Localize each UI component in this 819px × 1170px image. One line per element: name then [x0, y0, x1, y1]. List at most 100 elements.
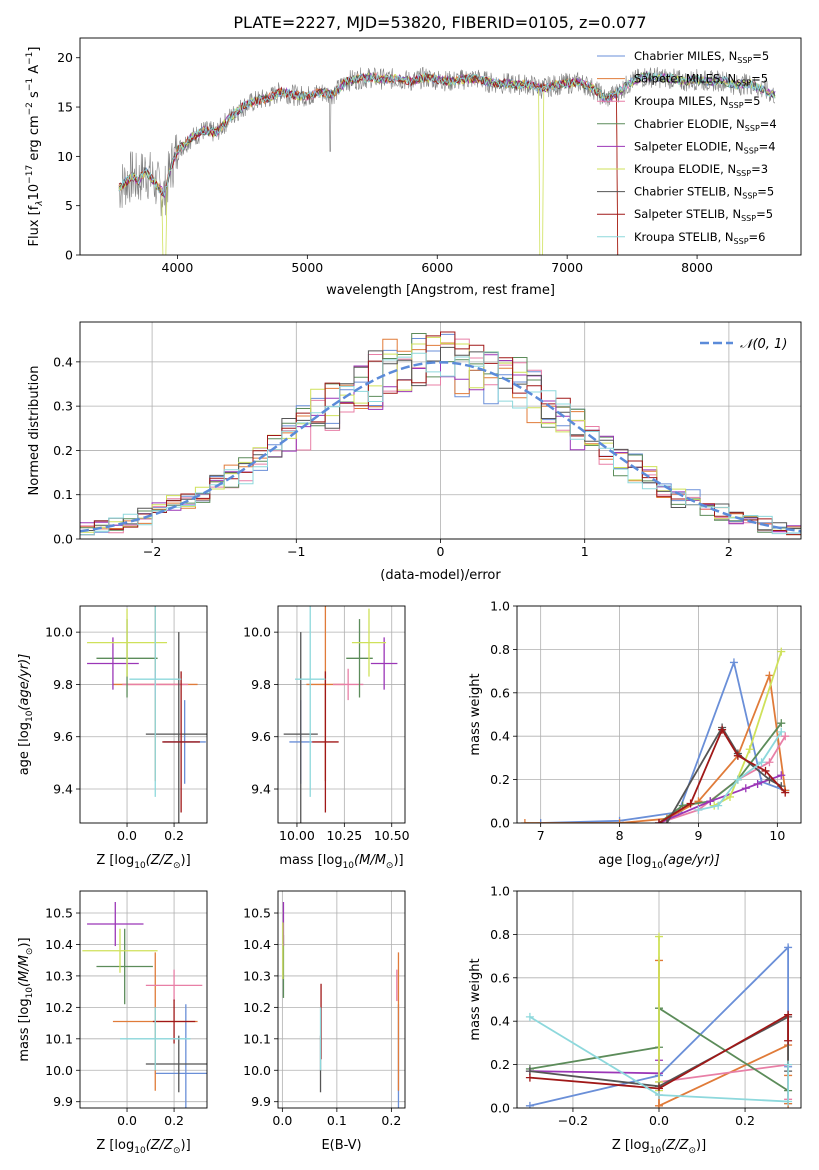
x-label-main: Z [log	[96, 1138, 134, 1153]
x-tick-label: 0.0	[649, 1113, 669, 1128]
y-tick-label: 9.9	[251, 1094, 271, 1109]
legend-label-main: Chabrier ELODIE, N	[634, 117, 745, 131]
x-tick-label: 9	[694, 828, 702, 843]
x-tick-label: 7000	[551, 260, 583, 275]
series-line	[658, 727, 786, 823]
data-point-marker	[655, 932, 663, 941]
data-point-marker	[784, 1036, 793, 1045]
legend-label: Salpeter STELIB, NSSP=5	[634, 207, 773, 223]
x-tick-label: 0.0	[272, 1113, 292, 1128]
y-tick-label: 9.6	[251, 729, 271, 744]
data-point-marker	[655, 1101, 663, 1108]
data-point-marker	[761, 766, 770, 775]
legend-label: Chabrier ELODIE, NSSP=4	[634, 117, 777, 133]
plot-area	[118, 66, 776, 255]
legend-label: Chabrier STELIB, NSSP=5	[634, 185, 774, 201]
residuals-panel: −2 −1 0 1 2 0.0 0.1 0.2 0.3 0.4 (data-model)/error…	[27, 321, 802, 583]
legend-label-main: Chabrier STELIB, N	[634, 185, 742, 199]
y-tick-label: 0.0	[53, 532, 73, 547]
axes-frame	[516, 605, 802, 824]
y-label-tail: (M/M	[17, 955, 32, 987]
data-point-marker	[525, 1073, 534, 1082]
data-point-marker	[714, 801, 723, 810]
data-point-marker	[777, 727, 786, 736]
figure-title: PLATE=2227, MJD=53820, FIBERID=0105, z=0…	[233, 13, 646, 32]
data-point-marker	[520, 819, 529, 823]
y-axis-label: age [log10(age/yr)]	[17, 654, 35, 776]
y-tick-label: 0.4	[490, 1014, 510, 1029]
x-tick-label: 4000	[162, 260, 194, 275]
y-label-part: erg cm	[27, 115, 42, 164]
plot-area	[520, 647, 790, 823]
y-label-part: Flux [f	[27, 205, 42, 246]
y-axis-label: mass weight	[468, 673, 483, 755]
y-tick-label: 10	[57, 149, 73, 164]
y-tick-label: 0	[65, 248, 73, 263]
x-tick-label: −1	[287, 544, 305, 559]
x-tick-label: 1	[581, 544, 589, 559]
legend-label-main: Salpeter MILES, N	[634, 72, 736, 86]
legend-label-main: Kroupa STELIB, N	[634, 230, 734, 244]
plot-area	[80, 331, 801, 536]
y-tick-label: 9.8	[251, 677, 271, 692]
mass-vs-EBV-panel: 0.0 0.1 0.2 9.9 10.0 10.1 10.2 10.3 10.4 10.5 E(B-…	[243, 890, 406, 1153]
y-axis-label: mass weight	[468, 958, 483, 1040]
x-tick-label: 8000	[681, 260, 713, 275]
data-point-marker	[765, 671, 774, 680]
x-axis-label: E(B-V)	[321, 1138, 361, 1153]
x-tick-label: 2	[725, 544, 733, 559]
x-label-end: )]	[696, 1138, 706, 1153]
y-label-part: ]	[27, 47, 42, 52]
legend-label-main: Kroupa MILES, N	[634, 94, 729, 108]
y-tick-label: 10.2	[243, 1000, 271, 1015]
y-tick-label: 0.2	[490, 1057, 510, 1072]
model-spectrum-line	[118, 72, 776, 198]
data-point-marker	[536, 819, 545, 823]
x-tick-label: 10.25	[326, 828, 362, 843]
y-tick-label: 0.4	[53, 354, 73, 369]
x-tick-label: 10.50	[374, 828, 410, 843]
x-axis-label: wavelength [Angstrom, rest frame]	[326, 283, 555, 298]
mass-vs-Z-panel: 0.0 0.29.910.010.110.210.310.410.5Z [log1…	[17, 890, 208, 1156]
y-tick-label: 9.4	[251, 782, 271, 797]
spectrum-panel: 4000 5000 6000 7000 8000 0 5 10 15 20 wavelength […	[25, 37, 802, 298]
age-vs-Z-panel: 0.0 0.29.49.69.810.0Z [log10(Z/Z⊙)]age [l…	[17, 605, 208, 871]
legend-label-tail: =6	[749, 230, 766, 244]
y-tick-label: 10.4	[243, 937, 271, 952]
legend-label-sub: SSP	[742, 192, 757, 201]
normal-reference-curve	[80, 361, 801, 533]
y-tick-label: 0.6	[490, 685, 510, 700]
legend-label-tail: =4	[760, 117, 777, 131]
y-axis-label: Normed distribution	[27, 366, 42, 496]
data-point-marker	[781, 788, 790, 797]
x-tick-label: −0.2	[558, 1113, 588, 1128]
data-point-marker	[784, 943, 793, 952]
legend-label-tail: =5	[756, 207, 773, 221]
x-tick-label: 8	[616, 828, 624, 843]
series-line	[658, 774, 782, 823]
x-tick-label: 0.2	[735, 1113, 755, 1128]
data-point-marker	[753, 779, 762, 788]
legend-label-tail: =5	[752, 49, 769, 63]
y-tick-label: 0.8	[490, 927, 510, 942]
x-label-end: )]	[181, 853, 191, 868]
y-tick-label: 5	[65, 198, 73, 213]
x-tick-label: 7	[537, 828, 545, 843]
data-point-marker	[757, 758, 766, 767]
mass-weight-vs-Z-panel: −0.2 0.0 0.2 0.0 0.2 0.4 0.6 0.8 1.0 Z [log10(Z/Z…	[468, 884, 802, 1156]
data-point-marker	[741, 784, 750, 793]
y-tick-label: 9.9	[53, 1094, 73, 1109]
y-label-part: s	[27, 91, 42, 102]
legend-label: Kroupa MILES, NSSP=5	[634, 94, 760, 110]
axes-frame	[79, 605, 208, 824]
x-label-sub: 10	[134, 1146, 146, 1156]
model-spectrum-line	[118, 71, 776, 196]
y-label-sub: 10	[25, 987, 35, 999]
x-axis-label: (data-model)/error	[380, 568, 501, 583]
data-point-marker	[784, 1010, 793, 1019]
data-point-marker	[655, 819, 663, 823]
y-tick-label: 0.3	[53, 399, 73, 414]
x-tick-label: 5000	[291, 260, 323, 275]
y-tick-label: 10.2	[45, 1000, 73, 1015]
